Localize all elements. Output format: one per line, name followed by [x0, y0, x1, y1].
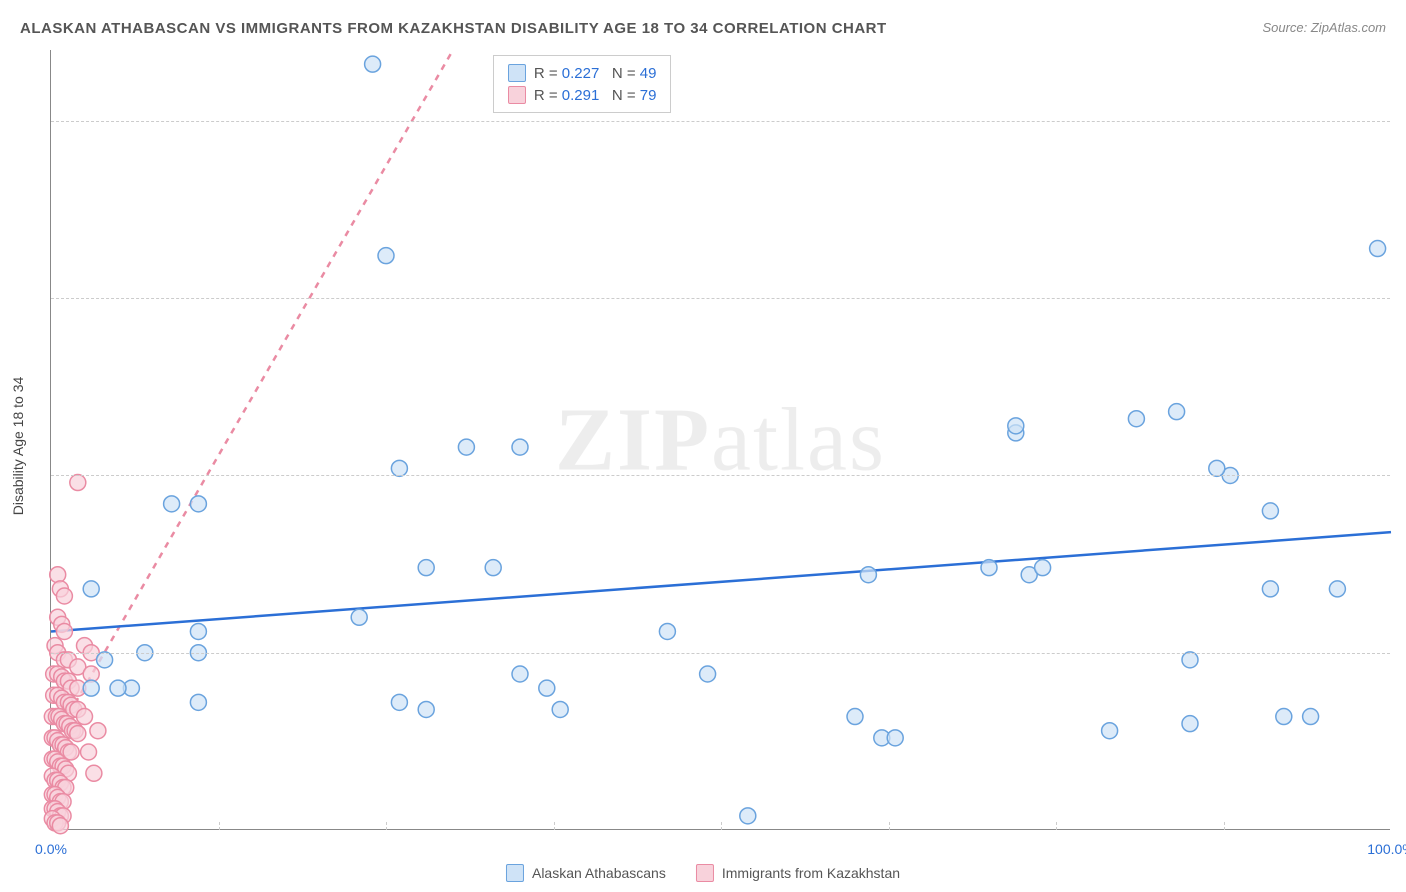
legend-item-blue: Alaskan Athabascans [506, 864, 666, 882]
legend-swatch-pink [696, 864, 714, 882]
gridline-v [554, 822, 555, 830]
plot-svg [51, 50, 1390, 829]
data-point-blue [190, 694, 206, 710]
legend-label-blue: Alaskan Athabascans [532, 865, 666, 881]
data-point-blue [512, 439, 528, 455]
gridline-v [386, 822, 387, 830]
data-point-blue [740, 808, 756, 824]
data-point-blue [1303, 709, 1319, 725]
data-point-pink [77, 709, 93, 725]
data-point-blue [1182, 652, 1198, 668]
data-point-blue [1008, 418, 1024, 434]
data-point-blue [190, 496, 206, 512]
stats-row: R = 0.227 N = 49 [508, 62, 657, 84]
data-point-blue [552, 701, 568, 717]
ytick-label: 25.0% [1395, 467, 1406, 483]
data-point-blue [512, 666, 528, 682]
data-point-blue [164, 496, 180, 512]
stats-swatch-pink [508, 86, 526, 104]
stats-text: R = 0.227 N = 49 [534, 65, 657, 82]
ytick-label: 37.5% [1395, 290, 1406, 306]
legend-item-pink: Immigrants from Kazakhstan [696, 864, 900, 882]
bottom-legend: Alaskan Athabascans Immigrants from Kaza… [506, 864, 900, 882]
data-point-pink [56, 623, 72, 639]
data-point-pink [70, 475, 86, 491]
data-point-blue [539, 680, 555, 696]
data-point-blue [847, 709, 863, 725]
xtick-label: 100.0% [1367, 841, 1406, 857]
data-point-blue [485, 560, 501, 576]
data-point-blue [97, 652, 113, 668]
ytick-label: 50.0% [1395, 113, 1406, 129]
y-axis-label: Disability Age 18 to 34 [10, 377, 26, 516]
ytick-label: 12.5% [1395, 645, 1406, 661]
data-point-blue [700, 666, 716, 682]
data-point-blue [1169, 404, 1185, 420]
trend-line-blue [51, 532, 1391, 631]
data-point-blue [1276, 709, 1292, 725]
data-point-blue [391, 460, 407, 476]
gridline-v [889, 822, 890, 830]
gridline-v [219, 822, 220, 830]
data-point-blue [418, 560, 434, 576]
data-point-blue [83, 680, 99, 696]
data-point-blue [378, 248, 394, 264]
data-point-pink [50, 567, 66, 583]
trend-line-pink [51, 50, 453, 745]
gridline-h [51, 653, 1390, 654]
gridline-v [1056, 822, 1057, 830]
gridline-h [51, 121, 1390, 122]
stats-row: R = 0.291 N = 79 [508, 84, 657, 106]
legend-swatch-blue [506, 864, 524, 882]
data-point-pink [70, 726, 86, 742]
data-point-blue [83, 581, 99, 597]
stats-swatch-blue [508, 64, 526, 82]
data-point-blue [110, 680, 126, 696]
source-label: Source: ZipAtlas.com [1262, 20, 1386, 35]
stats-box: R = 0.227 N = 49 R = 0.291 N = 79 [493, 55, 672, 113]
data-point-pink [56, 588, 72, 604]
data-point-blue [1370, 241, 1386, 257]
gridline-v [1224, 822, 1225, 830]
data-point-blue [887, 730, 903, 746]
data-point-blue [418, 701, 434, 717]
data-point-blue [190, 623, 206, 639]
data-point-blue [391, 694, 407, 710]
data-point-blue [1209, 460, 1225, 476]
data-point-pink [52, 818, 68, 834]
data-point-blue [659, 623, 675, 639]
plot-area: ZIPatlas 12.5%25.0%37.5%50.0%0.0%100.0%R… [50, 50, 1390, 830]
data-point-blue [365, 56, 381, 72]
data-point-pink [81, 744, 97, 760]
data-point-blue [1102, 723, 1118, 739]
gridline-v [721, 822, 722, 830]
gridline-h [51, 298, 1390, 299]
data-point-blue [351, 609, 367, 625]
chart-title: ALASKAN ATHABASCAN VS IMMIGRANTS FROM KA… [20, 20, 887, 37]
data-point-pink [63, 744, 79, 760]
data-point-blue [1035, 560, 1051, 576]
data-point-blue [981, 560, 997, 576]
data-point-pink [90, 723, 106, 739]
data-point-blue [1329, 581, 1345, 597]
stats-text: R = 0.291 N = 79 [534, 87, 657, 104]
data-point-blue [860, 567, 876, 583]
data-point-blue [1182, 716, 1198, 732]
legend-label-pink: Immigrants from Kazakhstan [722, 865, 900, 881]
data-point-blue [1262, 503, 1278, 519]
gridline-h [51, 475, 1390, 476]
data-point-blue [1262, 581, 1278, 597]
data-point-blue [1128, 411, 1144, 427]
xtick-label: 0.0% [35, 841, 67, 857]
data-point-pink [86, 765, 102, 781]
data-point-blue [458, 439, 474, 455]
